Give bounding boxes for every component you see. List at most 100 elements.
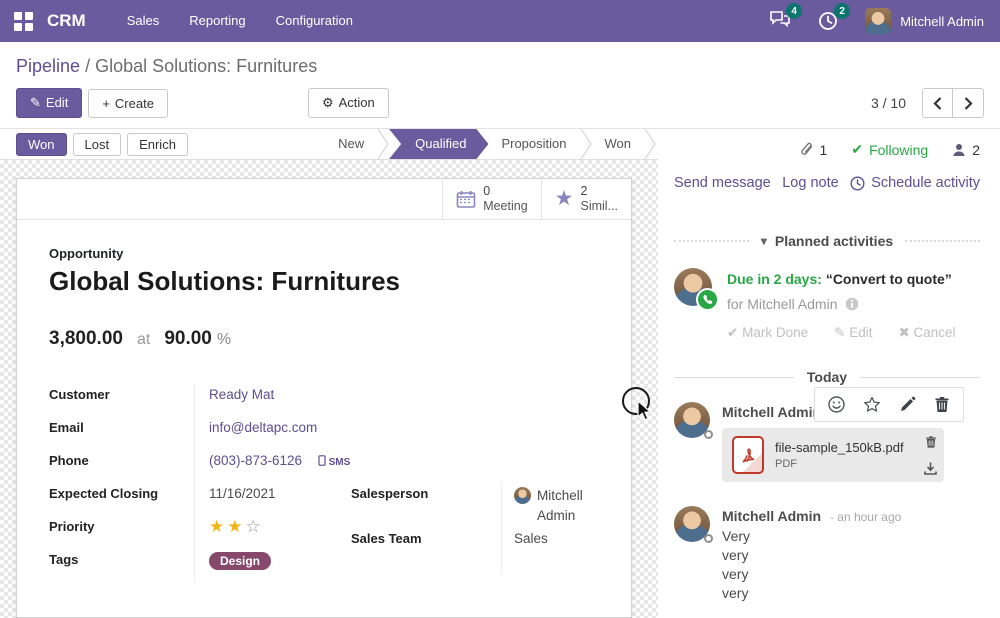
field-sales-team: Sales Team Sales <box>351 528 599 573</box>
tag-design[interactable]: Design <box>209 552 272 570</box>
field-salesperson: Salesperson Mitchell Admin <box>351 483 599 528</box>
amount-value: 3,800.00 <box>49 328 123 349</box>
attachment-card[interactable]: file-sample_150kB.pdf PDF <box>722 428 944 482</box>
nav-item-reporting[interactable]: Reporting <box>189 13 246 28</box>
presence-indicator <box>704 430 713 439</box>
attachment-type: PDF <box>775 458 797 470</box>
star-toggle-button[interactable] <box>863 396 881 413</box>
planned-activities-toggle[interactable]: ▾ Planned activities <box>760 233 894 249</box>
stage-new[interactable]: New <box>338 136 365 151</box>
sms-button[interactable]: SMS <box>318 455 350 468</box>
nav-item-configuration[interactable]: Configuration <box>275 13 353 28</box>
presence-indicator <box>704 534 713 543</box>
calendar-icon <box>456 191 476 208</box>
action-button[interactable]: ⚙ Action <box>307 88 389 118</box>
won-button[interactable]: Won <box>16 132 67 156</box>
today-label: Today <box>806 369 848 385</box>
expected-closing-label: Expected Closing <box>49 486 159 501</box>
trash-icon <box>935 397 949 412</box>
phone-call-badge[interactable] <box>696 288 719 311</box>
schedule-activity-button[interactable]: Schedule activity <box>850 175 980 191</box>
field-expected-closing: Expected Closing 11/16/2021 <box>49 483 351 516</box>
message-author[interactable]: Mitchell Admin <box>722 404 822 420</box>
log-note-button[interactable]: Log note <box>782 175 839 191</box>
dotted-divider <box>674 240 749 242</box>
user-avatar[interactable] <box>865 8 892 34</box>
expected-revenue: 3,800.00 at 90.00 % <box>49 328 599 350</box>
field-phone: Phone (803)-873-6126 SMS <box>49 450 351 483</box>
followers-count: 2 <box>972 141 980 158</box>
messages-icon[interactable]: 4 <box>769 3 803 32</box>
stage-separator <box>644 129 656 159</box>
attachment-filename[interactable]: file-sample_150kB.pdf <box>775 440 904 455</box>
top-navbar: CRM Sales Reporting Configuration 4 2 Mi… <box>0 0 1000 42</box>
salesperson-avatar <box>514 487 531 504</box>
field-priority: Priority ★★☆ <box>49 516 351 549</box>
mark-done-button[interactable]: ✔ Mark Done <box>727 325 809 340</box>
pager-previous-button[interactable] <box>922 88 953 118</box>
info-icon <box>846 297 859 311</box>
field-email: Email info@deltapc.com <box>49 417 351 450</box>
add-reaction-button[interactable] <box>828 396 845 413</box>
attachment-download-button[interactable] <box>924 462 937 475</box>
chevron-right-icon <box>964 96 973 110</box>
priority-stars[interactable]: ★★☆ <box>194 516 351 549</box>
nav-item-sales[interactable]: Sales <box>126 13 160 28</box>
send-message-button[interactable]: Send message <box>674 175 771 191</box>
stage-proposition[interactable]: Proposition <box>501 136 567 151</box>
star-filled-icon[interactable]: ★ <box>227 517 246 536</box>
similar-leads-stat-button[interactable]: ★ 2 Simil... <box>540 179 631 219</box>
meetings-stat-button[interactable]: 0 Meeting <box>442 179 540 219</box>
message-delete-button[interactable] <box>934 396 950 413</box>
user-name[interactable]: Mitchell Admin <box>900 13 984 29</box>
mouse-cursor <box>637 400 653 422</box>
activity-cancel-button[interactable]: ✖ Cancel <box>898 325 956 340</box>
activity-edit-button[interactable]: ✎ Edit <box>834 325 873 340</box>
salesperson-label: Salesperson <box>351 486 429 501</box>
attachments-button[interactable]: 1 <box>800 142 827 158</box>
activities-icon[interactable]: 2 <box>817 3 851 32</box>
sales-team-label: Sales Team <box>351 531 422 546</box>
pencil-icon <box>901 396 916 411</box>
activity-assignee: for Mitchell Admin <box>727 296 838 312</box>
pager-next-button[interactable] <box>953 88 984 118</box>
breadcrumb-pipeline-link[interactable]: Pipeline <box>16 56 81 76</box>
stage-won[interactable]: Won <box>604 136 632 151</box>
message-item: Mitchell Admin - an hour ago Very very v… <box>674 506 980 603</box>
app-name[interactable]: CRM <box>47 11 86 30</box>
message-edit-button[interactable] <box>899 396 916 413</box>
planned-activities-section: ▾ Planned activities Due in 2 days: “Con… <box>674 233 980 341</box>
pager: 3 / 10 <box>871 88 984 118</box>
breadcrumb: Pipeline / Global Solutions: Furnitures <box>16 56 984 77</box>
following-button[interactable]: ✔ Following <box>851 141 929 158</box>
email-value-link[interactable]: info@deltapc.com <box>209 420 318 435</box>
chevron-left-icon <box>933 96 942 110</box>
expected-closing-value: 11/16/2021 <box>194 483 351 516</box>
lost-button[interactable]: Lost <box>72 132 122 156</box>
check-icon: ✔ <box>727 325 739 340</box>
person-icon <box>953 143 965 156</box>
breadcrumb-current: Global Solutions: Furnitures <box>95 56 318 76</box>
sales-team-value[interactable]: Sales <box>501 528 599 573</box>
stage-qualified-active[interactable]: Qualified <box>389 129 488 159</box>
star-outline-icon <box>864 396 880 412</box>
message-author[interactable]: Mitchell Admin <box>722 508 822 524</box>
followers-button[interactable]: 2 <box>952 142 980 158</box>
smiley-icon <box>828 396 845 413</box>
star-empty-icon[interactable]: ☆ <box>245 517 264 536</box>
salesperson-value[interactable]: Mitchell Admin <box>537 488 583 523</box>
star-filled-icon[interactable]: ★ <box>209 517 228 536</box>
customer-value-link[interactable]: Ready Mat <box>209 387 275 402</box>
phone-value-link[interactable]: (803)-873-6126 <box>209 453 303 468</box>
edit-button[interactable]: ✎ Edit <box>16 88 83 118</box>
paperclip-icon <box>800 142 812 155</box>
plus-icon: + <box>102 95 110 111</box>
create-button[interactable]: + Create <box>88 88 168 118</box>
apps-menu-icon[interactable] <box>14 11 33 31</box>
attachment-delete-button[interactable] <box>925 435 937 449</box>
star-icon: ★ <box>554 187 574 210</box>
enrich-button[interactable]: Enrich <box>127 132 188 156</box>
tags-label: Tags <box>49 552 79 567</box>
activity-summary: “Convert to quote” <box>825 271 952 287</box>
pencil-icon: ✎ <box>834 325 846 340</box>
